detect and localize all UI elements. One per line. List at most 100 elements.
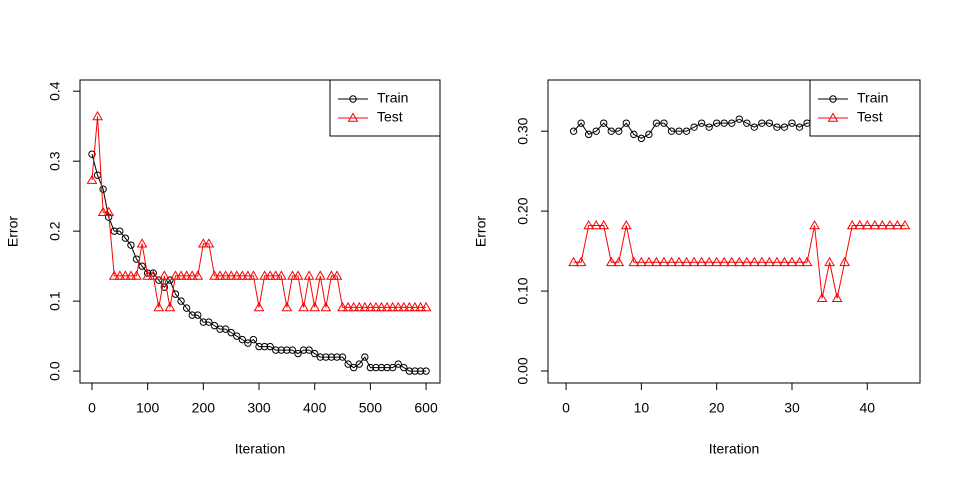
point: [205, 318, 213, 326]
x-tick-label: 300: [247, 400, 271, 416]
point: [794, 256, 805, 267]
point: [192, 270, 204, 280]
point: [314, 270, 326, 280]
legend-marker: [827, 112, 839, 122]
point: [342, 301, 354, 312]
point: [110, 227, 118, 235]
point: [765, 119, 774, 127]
point: [177, 297, 185, 305]
point: [376, 301, 387, 312]
point: [142, 270, 154, 280]
point: [660, 119, 668, 127]
point: [861, 220, 873, 230]
x-tick-label: 40: [859, 400, 875, 416]
point: [270, 270, 282, 280]
point: [281, 301, 293, 312]
point: [199, 318, 208, 326]
point: [831, 292, 843, 303]
point: [381, 301, 393, 312]
point: [622, 119, 631, 127]
point: [86, 174, 98, 184]
legend-label: Train: [377, 90, 408, 106]
point: [615, 127, 623, 135]
y-tick-label: 0.2: [47, 221, 63, 241]
point: [383, 363, 391, 372]
point: [718, 256, 730, 267]
point: [750, 123, 759, 131]
x-tick-label: 0: [562, 400, 570, 416]
point: [705, 123, 713, 131]
point: [182, 304, 191, 312]
point: [188, 311, 196, 319]
point: [326, 270, 337, 280]
point: [801, 256, 813, 267]
point: [666, 256, 677, 267]
point: [809, 220, 820, 230]
point: [216, 325, 224, 333]
point: [260, 342, 269, 351]
point: [294, 349, 302, 358]
point: [147, 270, 159, 280]
point: [370, 301, 382, 312]
point: [299, 346, 308, 354]
point: [400, 363, 408, 372]
point: [327, 353, 336, 361]
point: [114, 270, 126, 280]
point: [305, 346, 313, 354]
point: [253, 301, 265, 312]
x-axis-label: Iteration: [709, 441, 760, 457]
point: [651, 256, 662, 267]
legend-marker: [829, 95, 837, 103]
point: [194, 311, 202, 319]
point: [155, 276, 163, 284]
point: [309, 301, 321, 312]
point: [349, 363, 358, 372]
point: [636, 256, 647, 267]
point: [703, 256, 715, 267]
point: [292, 270, 304, 280]
point: [287, 270, 298, 280]
point: [231, 270, 243, 280]
x-tick-label: 10: [634, 400, 650, 416]
point: [735, 115, 743, 123]
point: [733, 256, 745, 267]
point: [607, 127, 615, 135]
point: [248, 270, 259, 280]
point: [628, 256, 640, 267]
point: [320, 301, 332, 312]
point: [158, 270, 170, 280]
point: [568, 256, 579, 267]
point: [316, 353, 324, 361]
point: [210, 321, 219, 330]
point: [415, 301, 426, 312]
point: [131, 270, 142, 280]
y-tick-label: 0.30: [515, 117, 531, 144]
point: [748, 256, 760, 267]
point: [726, 256, 738, 267]
y-tick-label: 0.0: [47, 361, 63, 381]
legend-box: [809, 79, 921, 137]
point: [637, 134, 646, 143]
point: [846, 220, 858, 230]
point: [780, 123, 789, 131]
point: [277, 346, 285, 354]
point: [756, 256, 768, 267]
point: [394, 360, 402, 368]
point: [221, 325, 230, 333]
point: [688, 256, 700, 267]
point: [92, 110, 103, 121]
point: [645, 130, 653, 139]
y-tick-label: 0.20: [515, 197, 531, 224]
point: [409, 301, 421, 312]
point: [303, 270, 315, 280]
series: [568, 220, 911, 303]
point: [405, 367, 414, 375]
x-tick-label: 500: [359, 400, 383, 416]
point: [839, 256, 851, 267]
point: [355, 360, 363, 368]
point: [884, 220, 896, 230]
point: [288, 346, 297, 354]
point: [372, 363, 380, 372]
x-tick-label: 600: [414, 400, 438, 416]
